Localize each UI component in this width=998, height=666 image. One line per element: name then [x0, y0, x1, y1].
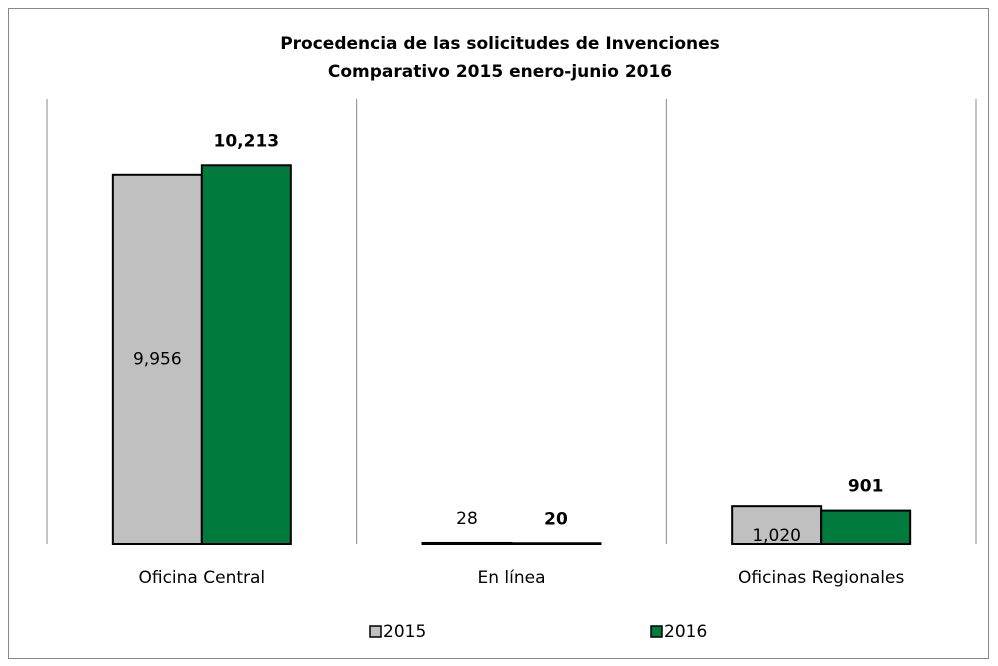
- x-tick-label: Oficinas Regionales: [738, 568, 904, 588]
- x-tick-label: Oficina Central: [139, 568, 266, 588]
- data-label: 28: [456, 509, 478, 529]
- data-label: 1,020: [752, 526, 801, 546]
- chart-title: Procedencia de las solicitudes de Invenc…: [280, 34, 720, 54]
- bar: [421, 541, 513, 546]
- bar: [200, 164, 292, 545]
- bar: [731, 505, 823, 545]
- legend-swatch: [650, 625, 663, 638]
- bar: [111, 173, 203, 545]
- bar: [510, 542, 602, 546]
- data-label: 9,956: [133, 349, 182, 369]
- data-label: 20: [544, 509, 568, 529]
- legend-label: 2016: [664, 622, 707, 642]
- legend-label: 2015: [383, 622, 426, 642]
- x-tick-label: En línea: [477, 568, 545, 588]
- chart-subtitle: Comparativo 2015 enero-junio 2016: [328, 62, 672, 82]
- data-label: 901: [848, 477, 884, 497]
- bar: [820, 509, 912, 546]
- data-label: 10,213: [214, 131, 280, 151]
- legend-swatch: [369, 625, 382, 638]
